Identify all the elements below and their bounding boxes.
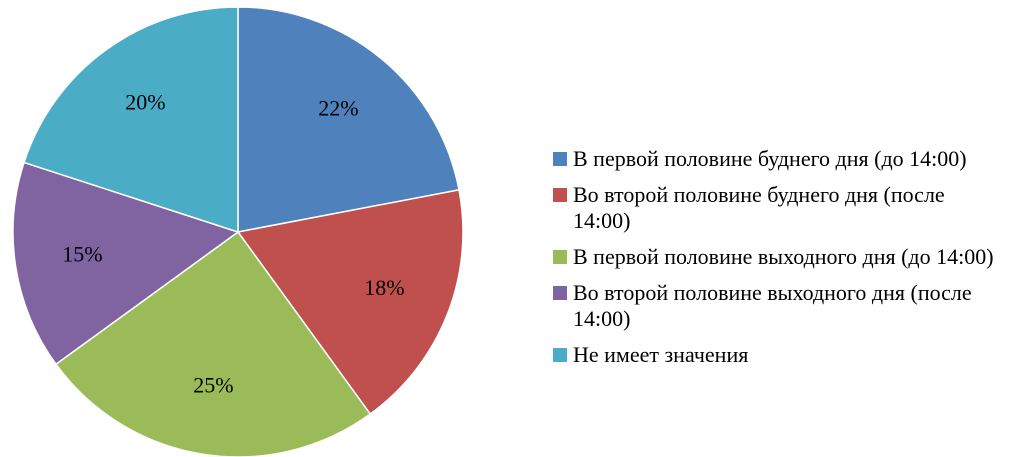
legend-label: Во второй половине выходного дня (после … [573,280,972,331]
legend-item: Не имеет значения [553,342,1013,368]
data-label: 25% [193,373,233,398]
legend-item: В первой половине буднего дня (до 14:00) [553,146,1013,172]
pie-slice [54,230,372,457]
pie-slice [236,188,464,416]
legend-item: Во второй половине буднего дня (после 14… [553,182,1013,234]
data-label: 18% [364,275,404,300]
data-label: 15% [62,242,102,267]
legend-swatch [553,152,567,166]
legend-label: В первой половине буднего дня (до 14:00) [573,146,967,171]
legend-item: Во второй половине выходного дня (после … [553,280,1013,332]
legend-swatch [553,348,567,362]
legend-swatch [553,286,567,300]
legend: В первой половине буднего дня (до 14:00)… [553,146,1013,378]
pie-slice [237,6,460,233]
chart: 22% 18% 25% 15% 20% [12,6,464,457]
data-label: 22% [318,96,358,121]
legend-label: Не имеет значения [573,342,749,367]
legend-label: В первой половине выходного дня (до 14:0… [573,244,994,269]
legend-label: Во второй половине буднего дня (после 14… [573,182,945,233]
legend-swatch [553,250,567,264]
legend-swatch [553,188,567,202]
pie-slice [23,6,239,234]
pie-slice [12,161,240,366]
legend-item: В первой половине выходного дня (до 14:0… [553,244,1013,270]
data-label: 20% [125,90,165,115]
